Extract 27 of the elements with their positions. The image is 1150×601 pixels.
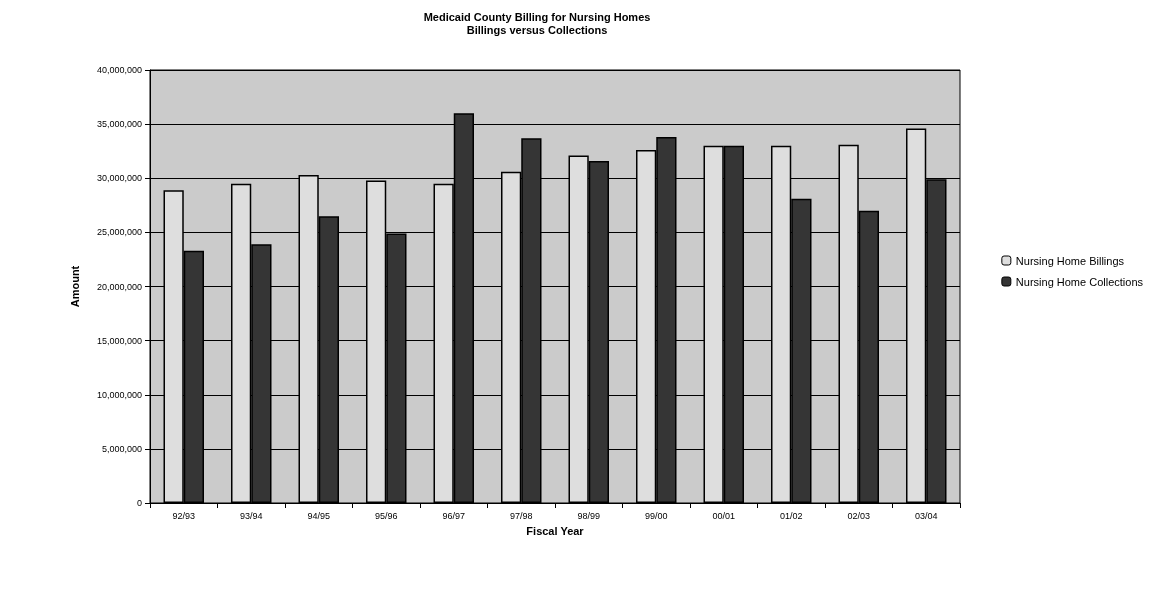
x-tick-label: 96/97 xyxy=(442,510,466,521)
y-tick-label: 10,000,000 xyxy=(96,389,142,400)
chart-subtitle: Billings versus Collections xyxy=(466,23,608,36)
x-tick-label: 03/04 xyxy=(914,510,938,521)
x-tick-label: 95/96 xyxy=(374,510,398,521)
x-tick-label: 99/00 xyxy=(644,510,668,521)
x-tick-label: 98/99 xyxy=(577,510,601,521)
y-tick-label: 40,000,000 xyxy=(96,65,142,75)
x-tick-label: 93/94 xyxy=(239,510,263,521)
x-tick-label: 01/02 xyxy=(779,510,803,521)
y-tick-label: 35,000,000 xyxy=(96,119,142,130)
x-tick-label: 97/98 xyxy=(509,510,533,521)
x-tick-label: 92/93 xyxy=(172,510,196,521)
y-tick-label: 25,000,000 xyxy=(96,227,142,238)
y-tick-label: 5,000,000 xyxy=(101,443,142,454)
y-tick-label: 15,000,000 xyxy=(96,335,142,346)
x-tick-label: 00/01 xyxy=(712,510,736,521)
legend-label: Nursing Home Collections xyxy=(1015,275,1144,288)
x-axis-title: Fiscal Year xyxy=(526,524,585,537)
y-axis-title: Amount xyxy=(68,265,81,308)
y-tick-label: 0 xyxy=(136,498,142,508)
y-tick-label: 20,000,000 xyxy=(96,281,142,292)
legend-label: Nursing Home Billings xyxy=(1015,254,1125,267)
chart-title: Medicaid County Billing for Nursing Homes xyxy=(423,10,651,23)
x-tick-label: 94/95 xyxy=(307,510,331,521)
y-tick-label: 30,000,000 xyxy=(96,173,142,184)
x-tick-label: 02/03 xyxy=(847,510,871,521)
